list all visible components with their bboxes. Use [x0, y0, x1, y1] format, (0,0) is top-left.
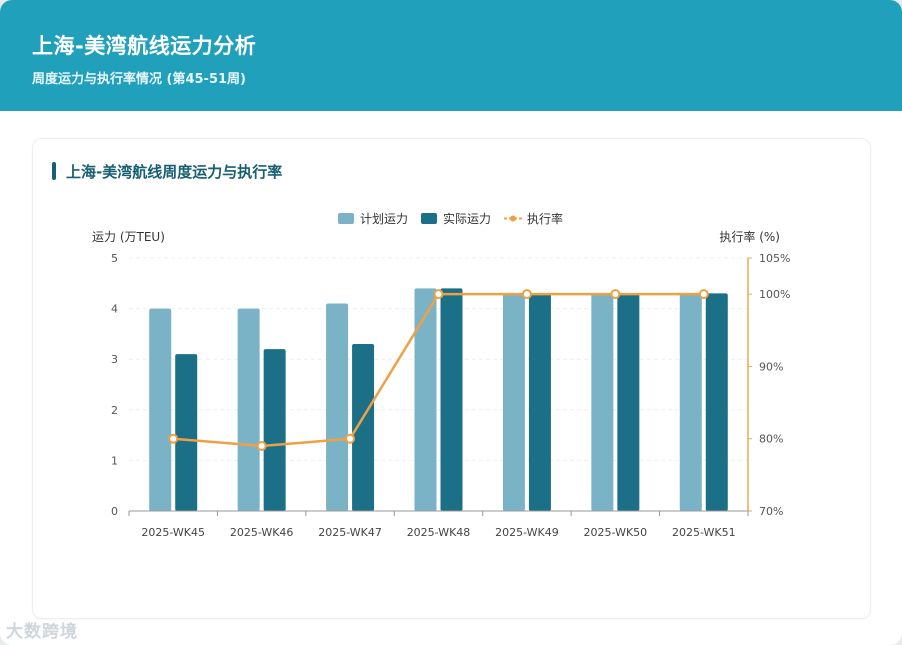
y-left-tick-label: 5: [111, 252, 118, 265]
bar-actual: [352, 344, 375, 511]
bar-actual: [617, 293, 640, 511]
bar-planned: [237, 308, 260, 511]
x-tick-label: 2025-WK50: [584, 526, 648, 539]
y-left-tick-label: 2: [111, 404, 118, 417]
bar-planned: [502, 293, 525, 511]
grid-lines: [129, 257, 748, 461]
y-right-tick-label: 105%: [759, 252, 790, 265]
y-right-tick-label: 80%: [759, 433, 783, 446]
y-right-tick-label: 100%: [759, 288, 790, 301]
y-left-tick-label: 1: [111, 454, 118, 467]
bar-planned: [149, 308, 172, 511]
y-left-tick-label: 3: [111, 353, 118, 366]
bar-actual: [705, 293, 728, 511]
legend-label-actual: 实际运力: [443, 211, 491, 226]
axes: 0 1 2 3 4 5 70% 80% 90% 100% 105% 2025-WK45 2025-WK4…: [111, 252, 790, 539]
bar-planned: [679, 293, 702, 511]
y-axis-left-title: 运力 (万TEU): [92, 230, 165, 244]
rate-point: [521, 289, 532, 300]
page-subtitle: 周度运力与执行率情况 (第45-51周): [32, 72, 246, 87]
page-title: 上海-美湾航线运力分析: [32, 34, 257, 58]
legend-item-rate[interactable]: 执行率: [504, 211, 563, 226]
x-tick-label: 2025-WK49: [495, 526, 559, 539]
legend-label-rate: 执行率: [527, 211, 563, 226]
legend: 计划运力 实际运力 执行率: [338, 211, 563, 226]
bar-layer: [149, 288, 728, 511]
x-tick-label: 2025-WK48: [407, 526, 471, 539]
y-left-tick-label: 0: [111, 505, 118, 518]
bar-actual: [440, 288, 463, 511]
watermark-logo: 大数跨境: [6, 622, 78, 642]
y-axis-right-title: 执行率 (%): [719, 229, 780, 244]
bar-actual: [263, 349, 286, 511]
rate-point: [698, 289, 709, 300]
rate-point: [345, 433, 356, 444]
x-tick-label: 2025-WK51: [672, 526, 736, 539]
rate-point: [610, 289, 621, 300]
legend-item-actual[interactable]: 实际运力: [421, 211, 491, 226]
legend-label-planned: 计划运力: [360, 212, 408, 226]
rate-line-layer: [168, 289, 709, 451]
bar-planned: [591, 293, 614, 511]
bar-actual: [175, 354, 198, 511]
x-tick-label: 2025-WK45: [141, 526, 205, 539]
card-title: 上海-美湾航线周度运力与执行率: [66, 163, 283, 181]
bar-actual: [528, 293, 551, 511]
header-banner: 上海-美湾航线运力分析 周度运力与执行率情况 (第45-51周): [0, 0, 902, 111]
y-left-tick-label: 4: [111, 303, 118, 316]
bar-planned: [326, 303, 349, 511]
card-title-accent-bar: [52, 162, 56, 180]
legend-item-planned[interactable]: 计划运力: [338, 212, 408, 226]
bar-planned: [414, 288, 437, 511]
y-right-tick-label: 90%: [759, 360, 783, 373]
rate-point: [168, 433, 179, 444]
rate-point: [433, 289, 444, 300]
legend-swatch-planned: [338, 213, 354, 224]
rate-point: [256, 440, 267, 451]
legend-swatch-actual: [421, 213, 437, 224]
y-right-tick-label: 70%: [759, 505, 783, 518]
x-tick-label: 2025-WK47: [318, 526, 382, 539]
legend-swatch-rate-dot: [510, 215, 516, 222]
x-tick-label: 2025-WK46: [230, 526, 294, 539]
